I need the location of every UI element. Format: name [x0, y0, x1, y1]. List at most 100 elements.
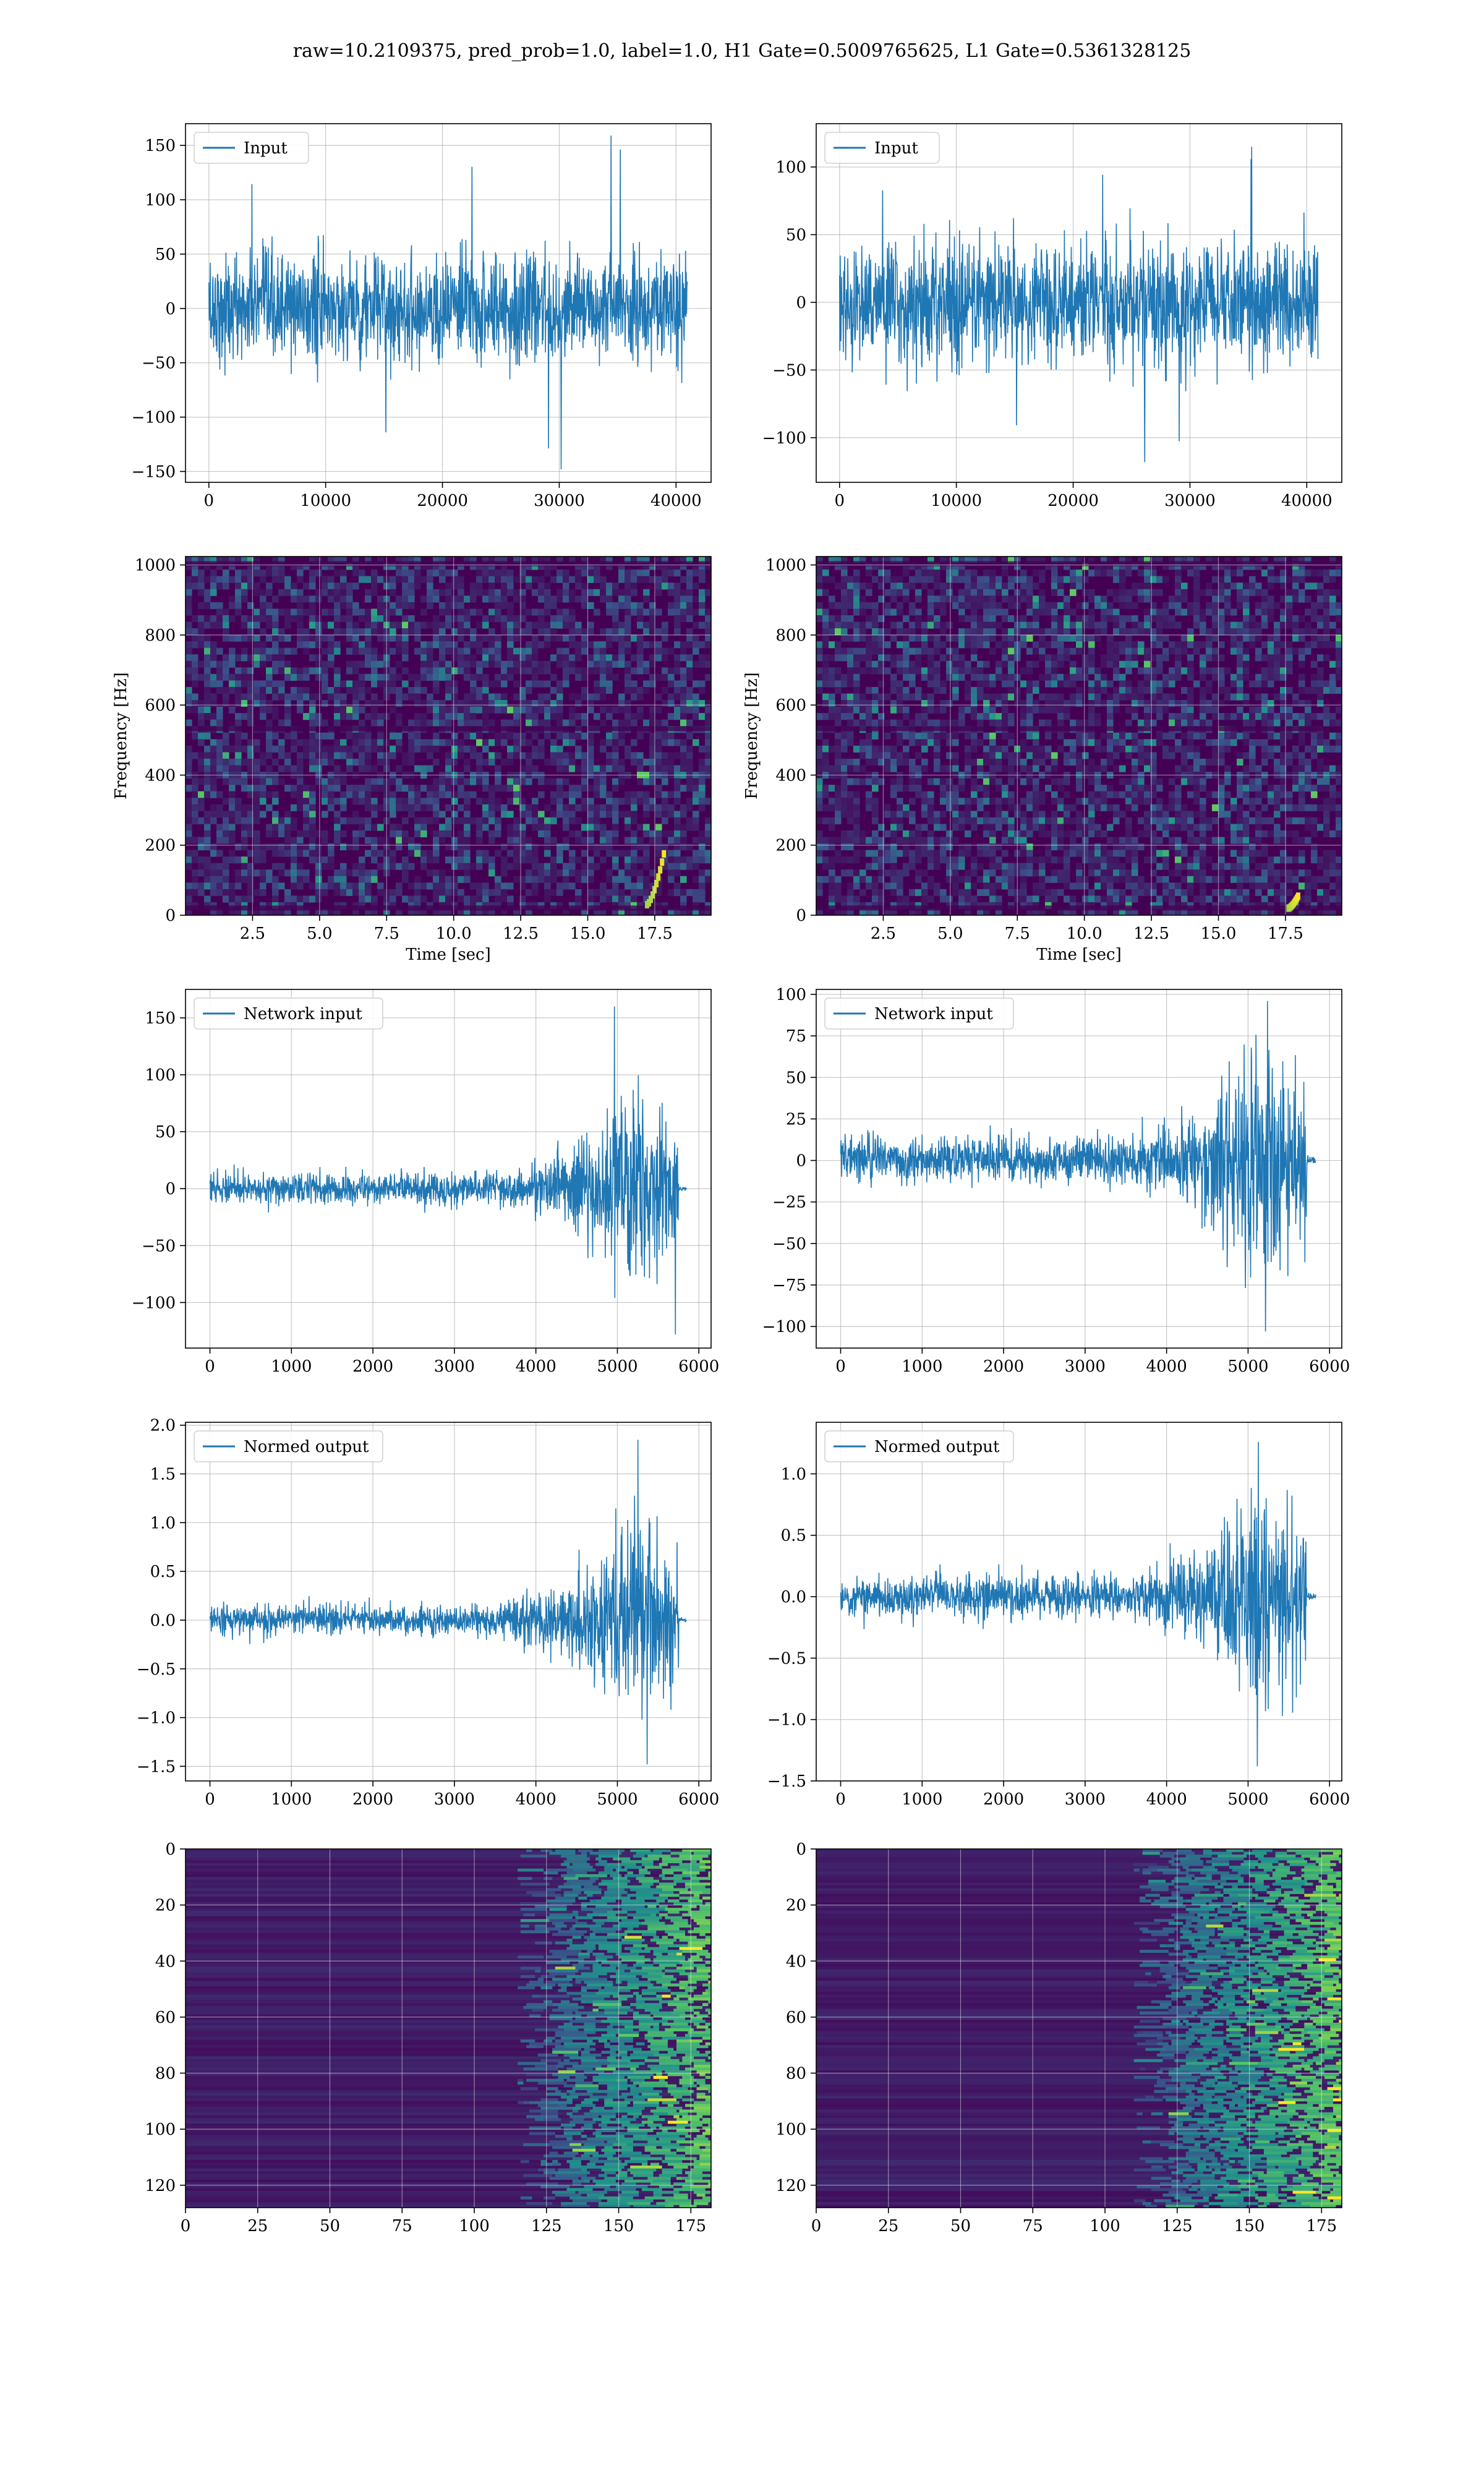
heatmap-cell [866, 733, 872, 740]
heatmap-cell [216, 752, 223, 759]
heatmap-cell [680, 811, 687, 818]
heatmap-cell [1026, 707, 1033, 714]
heatmap-cell [346, 635, 353, 642]
heatmap-cell [402, 635, 409, 642]
heatmap-cell [414, 694, 421, 701]
heatmap-cell [192, 811, 198, 818]
heatmap-cell [365, 576, 372, 583]
chirp-mark [658, 866, 662, 874]
heatmap-cell [439, 785, 446, 792]
heatmap-cell [216, 805, 223, 811]
heatmap-cell [1008, 889, 1015, 896]
heatmap-cell [402, 667, 409, 674]
heatmap-cell [958, 863, 965, 870]
heatmap-cell [359, 752, 365, 759]
heatmap-cell [451, 707, 458, 714]
heatmap-cell [587, 811, 594, 818]
heatmap-cell [427, 570, 433, 576]
heatmap-cell [958, 779, 965, 785]
heatmap-cell [903, 648, 910, 655]
heatmap-cell [488, 700, 495, 707]
heatmap-cell [198, 733, 205, 740]
heatmap-cell [1113, 856, 1120, 863]
heatmap-cell [210, 843, 217, 850]
heatmap-cell [829, 863, 835, 870]
heatmap-cell [303, 596, 310, 602]
heatmap-cell [556, 707, 563, 714]
heatmap-cell [204, 779, 211, 785]
heatmap-cell [340, 830, 347, 837]
heatmap-cell [550, 856, 557, 863]
heatmap-cell [693, 648, 699, 655]
heatmap-cell [1107, 889, 1114, 896]
heatmap-cell [668, 830, 675, 837]
heatmap-cell [563, 824, 569, 830]
heatmap-cell [186, 759, 192, 766]
heatmap-cell [513, 720, 520, 727]
heatmap-cell [699, 576, 706, 583]
heatmap-cell [625, 648, 631, 655]
heatmap-cell [284, 759, 291, 766]
heatmap-cell [1033, 869, 1039, 876]
heatmap-cell [272, 818, 279, 824]
heatmap-cell [680, 674, 687, 681]
heatmap-cell [229, 882, 236, 889]
heatmap-cell [637, 779, 644, 785]
heatmap-cell [625, 583, 631, 589]
heatmap-cell [983, 869, 990, 876]
heatmap-cell [235, 602, 242, 609]
heatmap-cell [1101, 700, 1107, 707]
heatmap-cell [835, 766, 842, 772]
heatmap-cell [266, 792, 273, 798]
heatmap-cell [884, 733, 891, 740]
heatmap-cell [946, 661, 953, 668]
heatmap-cell [1057, 818, 1064, 824]
heatmap-cell [513, 824, 520, 830]
heatmap-cell [458, 654, 464, 661]
heatmap-cell [1051, 615, 1058, 622]
heatmap-cell [569, 798, 576, 805]
heatmap-cell [637, 843, 644, 850]
heatmap-cell [927, 882, 934, 889]
heatmap-cell [822, 570, 829, 576]
heatmap-cell [433, 830, 440, 837]
heatmap-cell [365, 622, 372, 629]
heatmap-cell [977, 635, 984, 642]
heatmap-cell [297, 876, 304, 883]
heatmap-cell [1094, 798, 1101, 805]
heatmap-cell [1020, 641, 1027, 648]
heatmap-cell [544, 667, 551, 674]
y-tick-label: −100 [762, 429, 806, 448]
heatmap-cell [859, 700, 866, 707]
heatmap-cell [1008, 818, 1015, 824]
heatmap-cell [662, 798, 668, 805]
heatmap-cell [853, 811, 860, 818]
heatmap-cell [983, 661, 990, 668]
heatmap-cell [631, 798, 638, 805]
heatmap-cell [847, 680, 854, 687]
heatmap-cell [216, 615, 223, 622]
heatmap-cell [971, 863, 978, 870]
heatmap-cell [897, 602, 903, 609]
heatmap-cell [674, 628, 681, 635]
heatmap-cell [890, 720, 897, 727]
heatmap-cell [482, 622, 489, 629]
heatmap-cell [989, 869, 996, 876]
heatmap-cell [1002, 694, 1009, 701]
heatmap-cell [1070, 850, 1077, 857]
heatmap-cell [618, 570, 625, 576]
heatmap-cell [662, 583, 668, 589]
heatmap-cell [829, 746, 835, 753]
heatmap-cell [396, 713, 403, 720]
heatmap-cell [859, 654, 866, 661]
heatmap-cell [600, 856, 607, 863]
heatmap-cell [637, 869, 644, 876]
heatmap-cell [897, 576, 903, 583]
heatmap-cell [439, 779, 446, 785]
heatmap-cell [507, 608, 514, 615]
heatmap-cell [600, 785, 607, 792]
heatmap-cell [1088, 818, 1095, 824]
heatmap-cell [352, 694, 359, 701]
heatmap-cell [420, 824, 427, 830]
heatmap-cell [458, 661, 464, 668]
